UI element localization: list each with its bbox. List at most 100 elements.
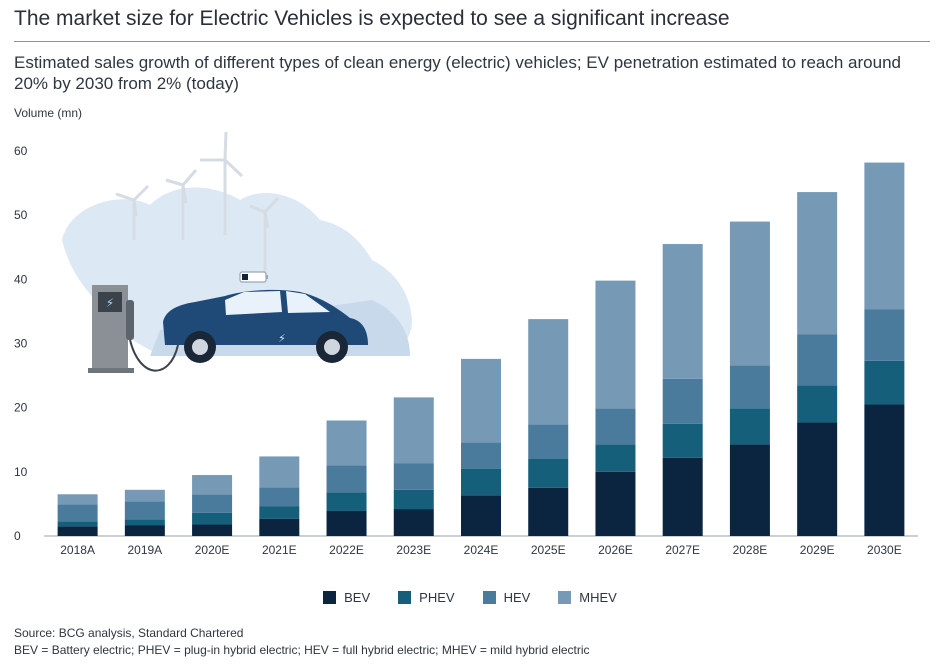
bar-bev-2023e — [393, 509, 434, 536]
legend-label: HEV — [503, 590, 531, 605]
bar-bev-2030e — [864, 404, 905, 536]
bar-bev-2020e — [192, 524, 233, 536]
bar-bev-2027e — [662, 457, 703, 536]
bar-phev-2022e — [326, 492, 367, 511]
y-tick-label: 40 — [14, 272, 28, 286]
x-tick-label: 2027E — [665, 543, 700, 557]
legend: BEV PHEV HEV MHEV — [0, 590, 940, 605]
bar-mhev-2020e — [192, 475, 233, 495]
legend-item-phev: PHEV — [398, 590, 455, 605]
bar-hev-2026e — [595, 408, 636, 445]
bar-phev-2028e — [729, 408, 770, 445]
abbreviation-note: BEV = Battery electric; PHEV = plug-in h… — [14, 643, 590, 657]
y-tick-label: 10 — [14, 465, 28, 479]
chart-subtitle: Estimated sales growth of different type… — [14, 53, 901, 93]
bar-hev-2025e — [528, 424, 569, 459]
x-tick-label: 2026E — [598, 543, 633, 557]
bar-bev-2018a — [57, 526, 98, 536]
bar-hev-2021e — [259, 487, 300, 507]
bar-hev-2030e — [864, 309, 905, 361]
bar-hev-2028e — [729, 365, 770, 409]
charging-station: ⚡ — [88, 285, 179, 373]
svg-text:⚡: ⚡ — [278, 333, 286, 345]
bar-phev-2029e — [797, 385, 838, 423]
x-tick-label: 2029E — [800, 543, 835, 557]
bar-phev-2023e — [393, 489, 434, 510]
y-tick-label: 50 — [14, 208, 28, 222]
chart-title: The market size for Electric Vehicles is… — [14, 7, 730, 30]
bar-mhev-2029e — [797, 192, 838, 335]
bar-phev-2018a — [57, 521, 98, 527]
x-tick-label: 2018A — [60, 543, 95, 557]
bar-hev-2022e — [326, 465, 367, 493]
electric-car: ⚡ — [163, 289, 368, 363]
y-tick-label: 0 — [14, 529, 21, 543]
bar-hev-2023e — [393, 463, 434, 490]
legend-item-mhev: MHEV — [558, 590, 617, 605]
legend-item-bev: BEV — [323, 590, 370, 605]
wind-turbine — [115, 131, 280, 275]
bar-bev-2028e — [729, 444, 770, 536]
bar-mhev-2030e — [864, 162, 905, 310]
bar-hev-2024e — [461, 442, 501, 469]
legend-label: PHEV — [419, 590, 455, 605]
bar-mhev-2027e — [662, 244, 703, 379]
bar-bev-2019a — [124, 525, 165, 536]
x-tick-labels: 2018A 2019A 2020E 2021E 2022E 2023E 2024E 2025E… — [60, 543, 901, 557]
bar-phev-2024e — [461, 468, 501, 496]
bar-hev-2020e — [192, 494, 233, 513]
battery-icon — [239, 271, 268, 283]
y-axis-label: Volume (mn) — [14, 106, 83, 120]
bar-mhev-2021e — [259, 456, 300, 488]
bar-hev-2027e — [662, 378, 703, 424]
bar-mhev-2022e — [326, 420, 367, 466]
x-tick-label: 2028E — [733, 543, 768, 557]
x-tick-label: 2020E — [195, 543, 230, 557]
bar-hev-2018a — [57, 504, 98, 522]
bar-phev-2019a — [124, 519, 165, 526]
x-tick-label: 2023E — [396, 543, 431, 557]
bar-phev-2021e — [259, 506, 300, 519]
x-tick-label: 2022E — [329, 543, 364, 557]
y-tick-label: 30 — [14, 337, 28, 351]
x-tick-label: 2030E — [867, 543, 902, 557]
source-note: Source: BCG analysis, Standard Chartered — [14, 626, 244, 640]
x-tick-label: 2025E — [531, 543, 566, 557]
x-tick-label: 2019A — [127, 543, 162, 557]
title-divider — [14, 41, 930, 42]
bar-mhev-2026e — [595, 280, 636, 409]
bar-phev-2027e — [662, 423, 703, 458]
legend-swatch — [558, 591, 572, 604]
bar-phev-2030e — [864, 360, 905, 405]
x-tick-label: 2021E — [262, 543, 297, 557]
bar-bev-2022e — [326, 510, 367, 536]
legend-swatch — [482, 591, 496, 604]
bar-hev-2019a — [124, 501, 165, 520]
bar-bev-2021e — [259, 518, 300, 536]
legend-swatch — [323, 591, 337, 604]
bar-bev-2029e — [797, 422, 838, 536]
bar-mhev-2024e — [461, 358, 501, 443]
ev-charging-illustration: ⚡ ⚡ — [62, 131, 412, 373]
bar-phev-2025e — [528, 459, 569, 488]
bar-mhev-2025e — [528, 319, 569, 425]
legend-item-hev: HEV — [482, 590, 531, 605]
bar-bev-2024e — [461, 495, 501, 536]
svg-text:⚡: ⚡ — [106, 296, 114, 310]
bar-mhev-2023e — [393, 397, 434, 464]
bar-mhev-2028e — [729, 221, 770, 366]
x-tick-label: 2024E — [464, 543, 499, 557]
legend-label: BEV — [344, 590, 371, 605]
bar-mhev-2018a — [57, 494, 98, 505]
bar-bev-2025e — [528, 487, 569, 536]
y-tick-label: 60 — [14, 144, 28, 158]
bar-phev-2026e — [595, 444, 636, 472]
bar-phev-2020e — [192, 512, 233, 525]
bars-layer — [57, 162, 905, 536]
bar-bev-2026e — [595, 471, 636, 536]
legend-label: MHEV — [579, 590, 617, 605]
bar-hev-2029e — [797, 334, 838, 386]
legend-swatch — [398, 591, 412, 604]
y-tick-label: 20 — [14, 401, 28, 415]
